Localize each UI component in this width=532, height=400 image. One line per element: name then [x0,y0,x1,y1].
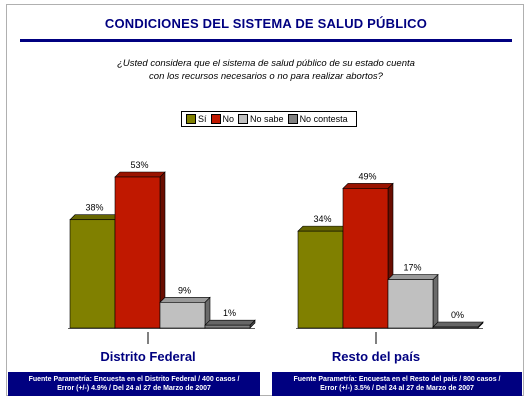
data-label-no-resto-del-pais: 49% [358,171,376,181]
category-label-distrito-federal: Distrito Federal [100,349,195,364]
data-label-si-resto-del-pais: 34% [313,214,331,224]
legend-item-no: No [210,114,235,124]
legend-item-no-contesta: No contesta [287,114,348,124]
data-label-no-contesta-resto-del-pais: 0% [451,310,464,320]
title-rule [20,39,512,42]
legend-swatch-no-contesta [287,114,298,124]
chart-frame [6,4,524,396]
footer-resto-line-1: Fuente Parametría: Encuesta en el Resto … [293,376,501,383]
bar-side-no-sabe-resto-del-pais [432,273,439,329]
survey-question: ¿Usted considera que el sistema de salud… [60,57,472,83]
question-line-1: ¿Usted considera que el sistema de salud… [117,58,415,69]
bar-top-no-resto-del-pais [342,183,394,189]
bar-no-sabe-resto-del-pais [387,279,434,329]
data-label-no-distrito-federal: 53% [130,160,148,170]
bar-no-resto-del-pais [342,188,389,329]
bar-no-distrito-federal [114,176,161,329]
footer-df-line-2: Error (+/-) 4.9% / Del 24 al 27 de Marzo… [57,385,211,392]
question-line-2: con los recursos necesarios o no para re… [149,71,383,82]
legend-item-si: Sí [186,114,207,124]
bar-top-no-contesta-resto-del-pais [432,321,484,328]
bar-top-no-sabe-resto-del-pais [387,274,439,280]
legend-swatch-si [186,114,196,124]
data-label-no-sabe-distrito-federal: 9% [178,285,191,295]
category-label-resto-del-pais: Resto del país [332,349,420,364]
legend-label-si: Sí [198,114,207,124]
footer-df-line-1: Fuente Parametría: Encuesta en el Distri… [28,376,240,383]
bar-top-no-sabe-distrito-federal [159,297,211,303]
legend-label-no-sabe: No sabe [250,114,284,124]
footer-source-df: Fuente Parametría: Encuesta en el Distri… [8,372,260,396]
bar-top-no-distrito-federal [114,171,166,178]
data-label-no-contesta-distrito-federal: 1% [223,308,236,318]
legend-label-no: No [222,114,235,124]
data-label-no-sabe-resto-del-pais: 17% [403,263,421,273]
data-label-si-distrito-federal: 38% [85,203,103,213]
legend-item-no-sabe: No sabe [238,114,284,124]
footer-resto-line-2: Error (+/-) 3.5% / Del 24 al 27 de Marzo… [320,385,474,392]
legend-swatch-no-sabe [238,114,249,124]
legend-swatch-no [210,114,221,124]
page-title: CONDICIONES DEL SISTEMA DE SALUD PÚBLICO [104,16,428,31]
footer-source-resto: Fuente Parametría: Encuesta en el Resto … [272,372,522,396]
chart-legend: Sí No No sabe No contesta [181,111,357,127]
bar-top-no-contesta-distrito-federal [204,319,256,326]
bar-si-distrito-federal [69,219,116,329]
bar-no-sabe-distrito-federal [159,302,206,329]
bar-top-si-resto-del-pais [297,225,349,232]
bar-top-si-distrito-federal [69,214,121,221]
bar-si-resto-del-pais [297,230,344,329]
legend-label-no-contesta: No contesta [299,114,348,124]
bar-no-contesta-resto-del-pais [432,326,479,329]
bar-no-contesta-distrito-federal [204,324,251,329]
